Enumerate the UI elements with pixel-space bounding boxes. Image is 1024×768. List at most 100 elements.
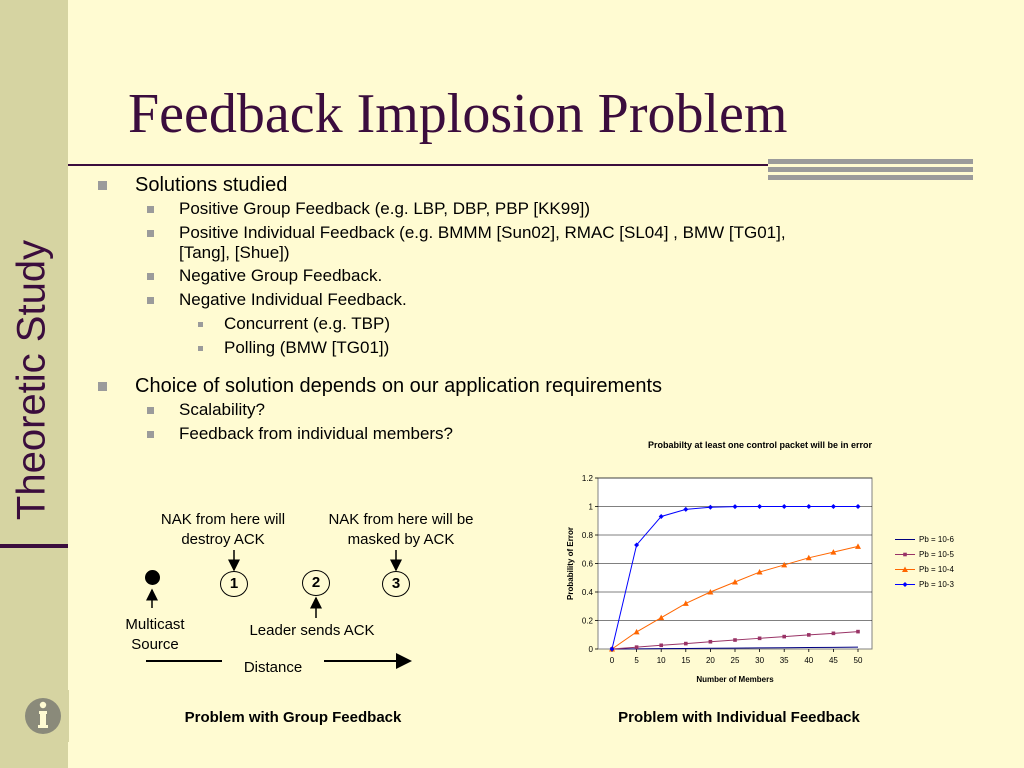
y-tick-label: 1 xyxy=(589,503,594,512)
source-line-1: Multicast xyxy=(125,616,185,633)
bullet-text: Concurrent (e.g. TBP) xyxy=(224,314,390,333)
bullet-marker xyxy=(147,273,154,280)
legend-swatch xyxy=(895,552,915,557)
sub-bullet-item: Feedback from individual members? xyxy=(98,422,918,446)
bullet-marker xyxy=(98,382,107,391)
sub-bullet-item: Positive Individual Feedback (e.g. BMMM … xyxy=(98,221,918,245)
title-underline xyxy=(68,164,768,166)
chart-title: Probabilty at least one control packet w… xyxy=(647,440,873,450)
individual-feedback-caption: Problem with Individual Feedback xyxy=(618,709,860,726)
error-probability-chart: Probabilty at least one control packet w… xyxy=(560,436,972,692)
sidebar: Theoretic Study xyxy=(0,0,68,768)
data-point xyxy=(830,549,837,555)
bullet-marker xyxy=(198,322,203,327)
data-point xyxy=(633,628,640,635)
data-point xyxy=(830,504,836,509)
data-point xyxy=(855,543,861,549)
legend-label: Pb = 10-3 xyxy=(919,580,954,589)
nak-destroy-line-1: NAK from here will xyxy=(160,511,286,528)
bullet-text: Feedback from individual members? xyxy=(179,424,454,443)
data-point xyxy=(831,631,836,636)
bullet-continuation: [Tang], [Shue]) xyxy=(179,243,290,262)
sub-sub-bullet-item: Polling (BMW [TG01]) xyxy=(98,336,918,360)
bullet-text: Negative Individual Feedback. xyxy=(179,290,407,309)
x-axis-label: Number of Members xyxy=(696,675,774,684)
data-point xyxy=(634,645,639,649)
data-point xyxy=(609,646,615,652)
bullet-text: Negative Group Feedback. xyxy=(179,266,383,285)
legend-item: Pb = 10-4 xyxy=(895,562,954,577)
x-tick-label: 25 xyxy=(731,656,740,665)
nak-destroy-line-2: destroy ACK xyxy=(181,531,265,548)
sub-bullet-item: Positive Group Feedback (e.g. LBP, DBP, … xyxy=(98,197,918,221)
data-point xyxy=(806,504,812,509)
legend-item: Pb = 10-5 xyxy=(895,547,954,562)
data-point xyxy=(708,639,713,644)
sub-sub-bullet-item: Concurrent (e.g. TBP) xyxy=(98,312,918,336)
node-3: 3 xyxy=(382,571,410,597)
data-point xyxy=(757,504,763,509)
x-tick-label: 0 xyxy=(610,656,615,665)
title-decoration-bar xyxy=(768,175,973,180)
legend-swatch xyxy=(895,582,915,587)
bullet-item: Solutions studied xyxy=(98,173,918,197)
data-point xyxy=(634,542,640,548)
y-tick-label: 0.2 xyxy=(582,617,594,626)
y-tick-label: 0.6 xyxy=(582,560,594,569)
legend-label: Pb = 10-5 xyxy=(919,550,954,559)
data-point xyxy=(732,579,738,585)
data-point xyxy=(856,629,860,634)
bullet-text: Choice of solution depends on our applic… xyxy=(135,375,663,397)
data-point xyxy=(658,513,664,519)
leader-ack-label: Leader sends ACK xyxy=(249,622,375,639)
data-point xyxy=(732,504,738,510)
sub-bullet-item: Scalability? xyxy=(98,398,918,422)
legend-item: Pb = 10-6 xyxy=(895,532,954,547)
title-decoration-bar xyxy=(768,159,973,164)
x-tick-label: 5 xyxy=(634,656,639,665)
data-point xyxy=(756,569,763,575)
y-tick-label: 0.4 xyxy=(582,588,594,597)
sub-bullet-item: Negative Group Feedback. xyxy=(98,264,918,288)
node-1: 1 xyxy=(220,571,248,597)
chart-plot: 0 0.2 0.4 0.6 0.8 1 1.2 0 5 10 15 20 25 30 35 40 45 50 Num… xyxy=(566,474,873,684)
y-tick-label: 0 xyxy=(589,645,594,654)
group-feedback-caption: Problem with Group Feedback xyxy=(184,709,402,726)
sub-bullet-item: Negative Individual Feedback. xyxy=(98,288,918,312)
x-tick-label: 30 xyxy=(755,656,764,665)
bullet-text: Positive Individual Feedback (e.g. BMMM … xyxy=(179,223,786,242)
chart-legend: Pb = 10-6 Pb = 10-5 Pb = 10-4 Pb = 10-3 xyxy=(895,532,954,592)
info-icon[interactable] xyxy=(17,690,69,742)
x-tick-label: 10 xyxy=(657,656,666,665)
y-axis-label: Probability of Error xyxy=(566,527,575,600)
legend-label: Pb = 10-4 xyxy=(919,565,954,574)
page-title: Feedback Implosion Problem xyxy=(128,83,788,145)
data-point xyxy=(781,561,788,568)
data-point xyxy=(781,504,787,509)
multicast-source-label: Multicast Source xyxy=(106,615,204,655)
sidebar-accent-line xyxy=(0,544,68,548)
bullet-marker xyxy=(147,431,154,438)
x-tick-label: 45 xyxy=(829,656,838,665)
legend-item: Pb = 10-3 xyxy=(895,577,954,592)
bullet-text: Scalability? xyxy=(179,400,265,419)
data-point xyxy=(658,614,665,621)
distance-label: Distance xyxy=(243,659,303,676)
title-decoration-bar xyxy=(768,167,973,172)
nak-destroy-label: NAK from here will destroy ACK xyxy=(140,510,306,550)
bullet-marker xyxy=(198,346,203,351)
data-point xyxy=(707,504,713,510)
source-line-2: Source xyxy=(131,636,179,653)
data-point xyxy=(684,641,688,646)
data-point xyxy=(683,506,689,512)
data-point xyxy=(805,554,812,561)
y-tick-label: 0.8 xyxy=(582,531,594,540)
data-point xyxy=(807,633,811,637)
bullet-marker xyxy=(147,407,154,414)
data-point xyxy=(855,504,861,509)
x-tick-label: 35 xyxy=(780,656,789,665)
multicast-source-node xyxy=(145,570,160,585)
x-tick-label: 15 xyxy=(681,656,690,665)
data-point xyxy=(733,638,737,642)
